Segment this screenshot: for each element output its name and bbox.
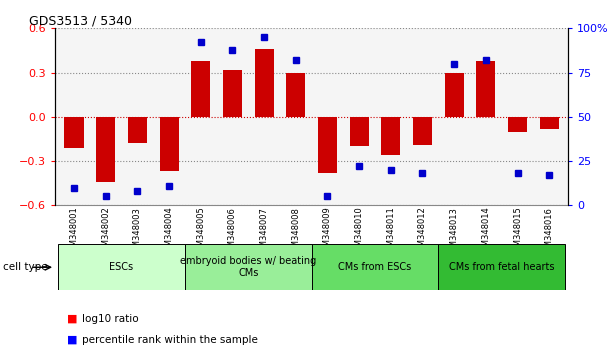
Bar	[191, 61, 210, 117]
Bar	[128, 117, 147, 143]
Bar	[438, 244, 565, 290]
Bar	[287, 73, 306, 117]
Text: ■: ■	[67, 335, 78, 345]
Bar	[185, 244, 312, 290]
Bar	[318, 117, 337, 173]
Bar	[96, 117, 115, 182]
Bar	[223, 70, 242, 117]
Bar	[58, 244, 185, 290]
Text: CMs from fetal hearts: CMs from fetal hearts	[449, 262, 554, 272]
Bar	[540, 117, 558, 129]
Bar	[159, 117, 178, 171]
Bar	[508, 117, 527, 132]
Bar	[381, 117, 400, 155]
Text: embryoid bodies w/ beating
CMs: embryoid bodies w/ beating CMs	[180, 256, 316, 278]
Text: GDS3513 / 5340: GDS3513 / 5340	[29, 14, 133, 27]
Text: ■: ■	[67, 314, 78, 324]
Text: CMs from ESCs: CMs from ESCs	[338, 262, 412, 272]
Bar	[349, 117, 368, 146]
Bar	[312, 244, 438, 290]
Bar	[255, 49, 274, 117]
Bar	[445, 73, 464, 117]
Text: cell type: cell type	[3, 262, 48, 272]
Bar	[477, 61, 496, 117]
Bar	[413, 117, 432, 145]
Bar	[65, 117, 84, 148]
Text: percentile rank within the sample: percentile rank within the sample	[82, 335, 258, 345]
Text: ESCs: ESCs	[109, 262, 134, 272]
Text: log10 ratio: log10 ratio	[82, 314, 139, 324]
